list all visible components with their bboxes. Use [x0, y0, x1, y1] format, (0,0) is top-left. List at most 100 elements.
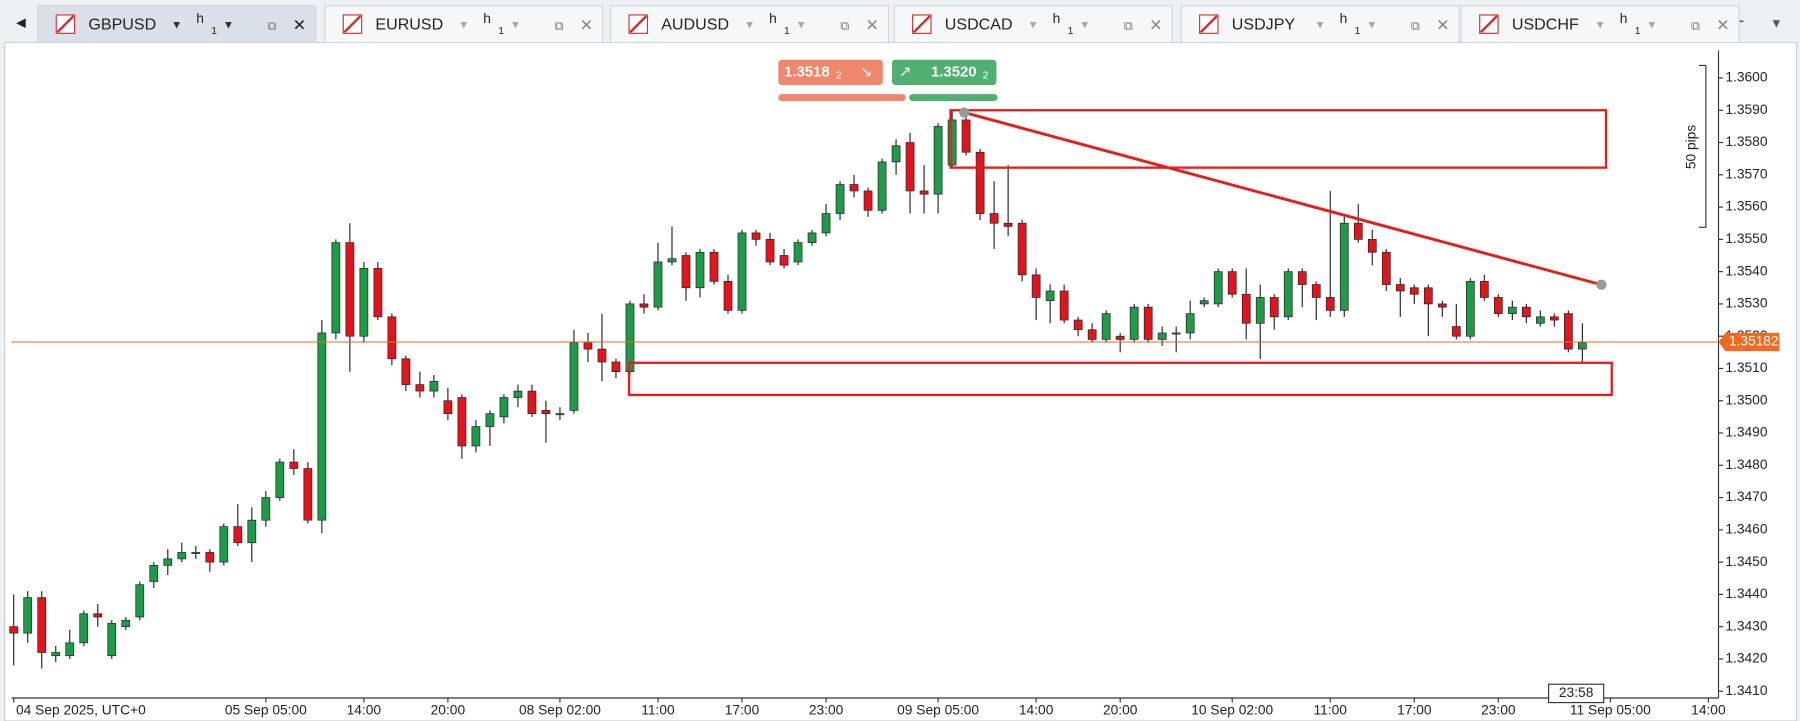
candle-body [485, 413, 495, 427]
candle-body [1465, 280, 1475, 337]
candle-body [639, 303, 649, 308]
symbol-tab[interactable] [1180, 5, 1460, 44]
candle-body [1409, 287, 1419, 295]
candle-body [1185, 313, 1195, 334]
candle-body [303, 468, 313, 521]
candle-body [849, 184, 859, 192]
candle-body [961, 119, 971, 153]
drawn-rectangle[interactable] [627, 361, 1613, 397]
symbol-tab[interactable] [37, 5, 317, 44]
x-tick-label: 11:00 [1314, 702, 1348, 717]
candle-body [401, 358, 411, 385]
candle-body [1157, 332, 1167, 340]
tab-dropdown: ▼ [744, 19, 755, 31]
tab-popout[interactable]: ⧉ [1411, 19, 1420, 33]
trend-line-handle[interactable] [959, 107, 970, 118]
tab-symbol: AUDUSD [661, 16, 729, 34]
candle-body [51, 652, 61, 657]
countdown: 23:58 [1559, 685, 1594, 700]
candle-body [807, 232, 817, 243]
tab-timeframe-sub: 1 [1068, 26, 1074, 37]
candle-body [709, 251, 719, 282]
tab-timeframe: h [1340, 11, 1348, 26]
x-tick-label: 14:00 [1019, 702, 1054, 717]
symbol-tab[interactable] [324, 5, 604, 44]
tab-close[interactable]: ✕ [293, 17, 306, 35]
candle-body [429, 381, 439, 392]
candle-body [821, 213, 831, 234]
candle-body [1171, 332, 1181, 335]
tab-symbol: USDCAD [945, 16, 1013, 34]
range-bracket [1698, 64, 1707, 228]
y-tick-label: 1.3560 [1725, 199, 1767, 214]
buy-icon: ↗ [899, 63, 912, 80]
candle-body [877, 161, 887, 211]
x-tick-label: 09 Sep 05:00 [897, 702, 979, 717]
y-tick-label: 1.3440 [1725, 586, 1767, 601]
candle-body [653, 261, 663, 308]
candle-body [359, 268, 369, 337]
candle-body [1381, 251, 1391, 285]
sell-button[interactable] [778, 59, 883, 85]
sell-price: 1.3518 [784, 63, 830, 80]
tab-timeframe-sub: 1 [1355, 26, 1361, 37]
tab-timeframe: h [1620, 11, 1628, 26]
tab-popout[interactable]: ⧉ [554, 19, 563, 33]
symbol-tab[interactable] [1460, 5, 1740, 44]
tabs-menu[interactable]: ▼ [1770, 16, 1782, 30]
y-tick-label: 1.3580 [1725, 134, 1767, 149]
candle-body [1059, 290, 1069, 321]
tab-popout[interactable]: ⧉ [267, 19, 276, 33]
tab-timeframe-sub: 1 [211, 26, 217, 37]
tab-popout[interactable]: ⧉ [1124, 19, 1133, 33]
tab-close[interactable]: ✕ [1716, 17, 1729, 35]
symbol-tab[interactable] [610, 5, 890, 44]
tab-symbol: USDCHF [1512, 16, 1579, 34]
candle-body [667, 258, 677, 263]
x-tick-label: 23:00 [809, 702, 844, 717]
current-price-tag [1718, 332, 1780, 352]
candle-body [555, 413, 565, 416]
x-tick-label: 14:00 [1691, 702, 1726, 717]
buy-price: 1.3520 [931, 63, 977, 80]
candle-body [513, 390, 523, 398]
tabs-left-arrow[interactable]: ◀ [16, 15, 26, 29]
candle-body [891, 145, 901, 163]
tab-symbol: EURUSD [375, 16, 443, 34]
symbol-flag-slash [912, 15, 931, 33]
candle-body [1129, 306, 1139, 340]
tab-tf-dropdown: ▼ [223, 19, 234, 31]
candle-body [625, 303, 635, 373]
sell-bar [778, 94, 906, 102]
candle-body [793, 242, 803, 263]
drawn-rectangle[interactable] [949, 109, 1608, 169]
candle-body [1297, 271, 1307, 285]
symbol-flag-slash [56, 15, 75, 33]
y-tick-label: 1.3590 [1725, 102, 1767, 117]
tab-close[interactable]: ✕ [580, 17, 593, 35]
candle-body [737, 232, 747, 311]
tab-popout[interactable]: ⧉ [1691, 19, 1700, 33]
candle-body [1451, 326, 1461, 337]
trend-line[interactable] [963, 111, 1602, 287]
tab-timeframe: h [1053, 11, 1061, 26]
tab-close[interactable]: ✕ [1436, 17, 1449, 35]
candle-body [1479, 280, 1489, 298]
candle-body [933, 126, 943, 195]
candle-body [1017, 222, 1027, 276]
candle-body [541, 410, 551, 414]
tab-close[interactable]: ✕ [866, 17, 879, 35]
buy-button[interactable] [891, 59, 997, 85]
candle-body [1283, 271, 1293, 318]
candle-body [1199, 300, 1209, 305]
x-tick-label: 04 Sep 2025, UTC+0 [16, 702, 146, 717]
candle-body [1563, 313, 1573, 350]
candle-body [121, 619, 131, 628]
tab-popout[interactable]: ⧉ [840, 19, 849, 33]
candle-body [765, 239, 775, 263]
symbol-tab[interactable] [893, 5, 1173, 44]
tab-close[interactable]: ✕ [1149, 17, 1162, 35]
candle-body [415, 384, 425, 392]
candle-body [1311, 284, 1321, 298]
trend-line-handle[interactable] [1596, 279, 1607, 290]
